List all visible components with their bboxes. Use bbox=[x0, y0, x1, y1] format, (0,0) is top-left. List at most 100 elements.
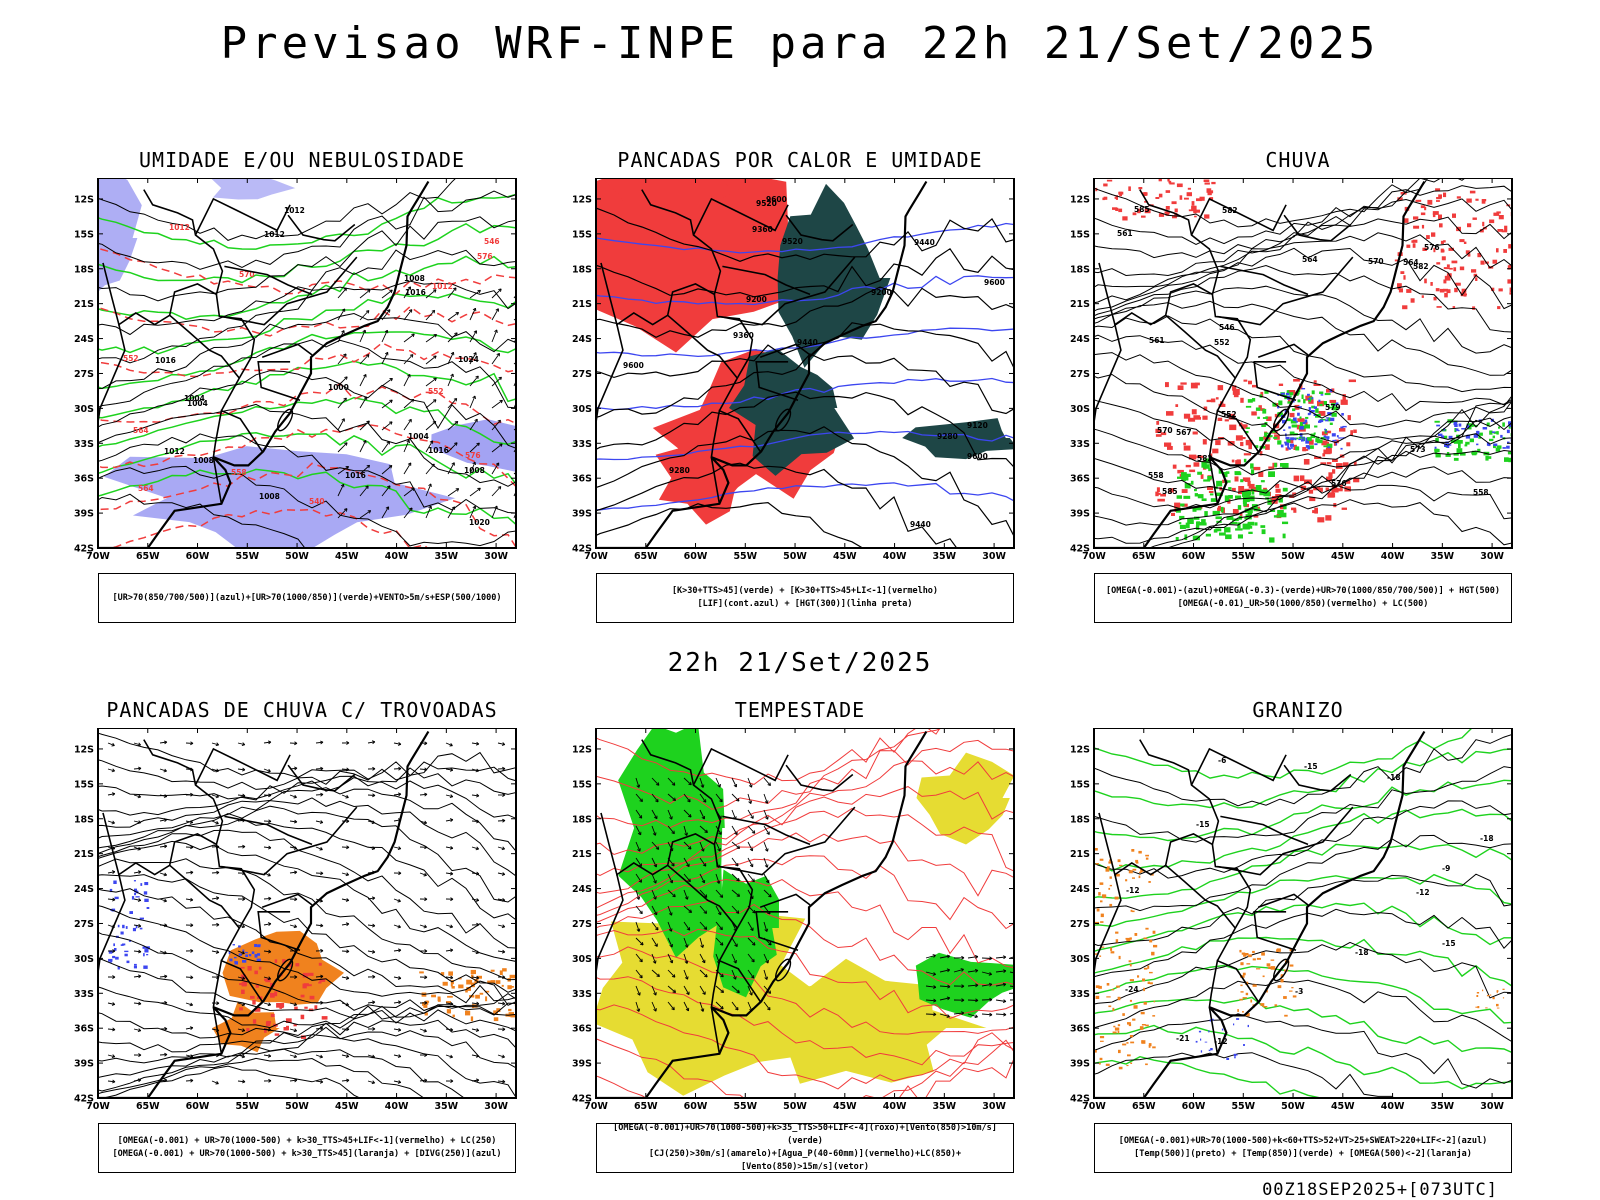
streamline-arrow bbox=[341, 898, 349, 901]
wind-vector-head bbox=[961, 998, 965, 1003]
wind-vector-head bbox=[477, 487, 481, 492]
shaded-speck bbox=[1465, 441, 1470, 445]
contour-label: 9200 bbox=[746, 295, 767, 304]
shaded-speck bbox=[240, 966, 245, 969]
shaded-speck bbox=[1272, 402, 1277, 407]
shaded-speck bbox=[1309, 439, 1314, 445]
shaded-speck bbox=[239, 1007, 243, 1011]
shaded-speck bbox=[1194, 215, 1197, 218]
shaded-speck bbox=[1331, 487, 1339, 493]
shaded-speck bbox=[1106, 179, 1113, 182]
wind-vector bbox=[403, 507, 413, 519]
wind-vector-head bbox=[655, 926, 659, 931]
contour-line bbox=[596, 946, 1014, 1035]
shaded-speck bbox=[1476, 443, 1479, 446]
shaded-speck bbox=[1411, 240, 1415, 243]
shaded-speck bbox=[1327, 417, 1331, 422]
contour-line bbox=[1094, 908, 1512, 978]
shaded-speck bbox=[1315, 436, 1319, 439]
shaded-speck bbox=[1280, 979, 1284, 983]
wind-vector bbox=[731, 873, 740, 882]
shaded-speck bbox=[142, 946, 146, 949]
shaded-speck bbox=[458, 977, 462, 980]
wind-vector bbox=[925, 985, 936, 988]
streamline-arrow bbox=[237, 742, 245, 746]
shaded-speck bbox=[510, 1014, 516, 1018]
wind-vector-head bbox=[933, 998, 937, 1003]
streamline-arrow bbox=[289, 794, 297, 798]
streamline-arrow-head bbox=[476, 871, 480, 876]
streamline-arrow-head bbox=[346, 741, 350, 745]
shaded-speck bbox=[1141, 1040, 1146, 1044]
streamline-arrow-head bbox=[241, 742, 246, 747]
shaded-speck bbox=[1245, 525, 1249, 530]
wind-vector bbox=[683, 873, 691, 882]
shaded-speck bbox=[274, 959, 278, 963]
streamline-arrow bbox=[315, 768, 324, 770]
shaded-speck bbox=[1184, 534, 1188, 540]
shaded-speck bbox=[1476, 992, 1480, 994]
political-border bbox=[1190, 197, 1287, 236]
streamline-arrow-head bbox=[163, 1078, 168, 1083]
contour-line bbox=[98, 468, 516, 526]
political-border bbox=[287, 764, 356, 792]
contour-label: -9 bbox=[1442, 864, 1450, 873]
wind-vector-head bbox=[974, 1014, 978, 1019]
lon-tick-label: 45W bbox=[833, 551, 857, 562]
shaded-speck bbox=[1490, 994, 1492, 996]
contour-label: 558 bbox=[231, 468, 247, 477]
streamline-arrow-head bbox=[268, 1027, 272, 1032]
shaded-speck bbox=[431, 994, 436, 998]
shaded-speck bbox=[1305, 437, 1308, 442]
shaded-speck bbox=[1331, 433, 1336, 437]
shaded-speck bbox=[1244, 516, 1252, 520]
wind-vector bbox=[747, 953, 755, 963]
shaded-speck bbox=[1491, 287, 1495, 291]
streamline-arrow bbox=[133, 794, 141, 798]
streamline-arrow-head bbox=[111, 870, 116, 875]
contour-line bbox=[98, 777, 516, 819]
wind-vector bbox=[763, 777, 771, 786]
streamline-arrow-head bbox=[268, 949, 272, 954]
wind-vector-head bbox=[669, 816, 673, 820]
streamline-arrow bbox=[393, 1028, 401, 1031]
shaded-speck bbox=[144, 949, 149, 953]
shaded-speck bbox=[135, 896, 140, 898]
shaded-speck bbox=[1290, 420, 1297, 424]
shaded-speck bbox=[1115, 939, 1119, 943]
wind-vector-head bbox=[454, 332, 458, 336]
streamline-arrow-head bbox=[268, 896, 272, 901]
shaded-speck bbox=[1326, 476, 1333, 482]
wind-vector-head bbox=[734, 831, 738, 835]
shaded-speck bbox=[1287, 390, 1296, 394]
shaded-speck bbox=[1217, 417, 1223, 421]
shaded-speck bbox=[1208, 1030, 1210, 1033]
wind-vector bbox=[967, 984, 979, 987]
wind-vector bbox=[699, 985, 706, 995]
shaded-speck bbox=[1498, 215, 1504, 220]
streamline-arrow-head bbox=[424, 975, 428, 980]
streamline-arrow-head bbox=[137, 1078, 142, 1083]
shaded-speck bbox=[1504, 225, 1508, 231]
shaded-area bbox=[655, 441, 757, 525]
streamline-arrow bbox=[263, 950, 271, 953]
streamline-arrow bbox=[393, 1080, 401, 1083]
streamline-arrow bbox=[419, 820, 427, 824]
contour-label: 540 bbox=[309, 497, 325, 506]
shaded-speck bbox=[437, 996, 441, 1002]
shaded-speck bbox=[1276, 948, 1281, 952]
contour-line bbox=[596, 878, 1014, 969]
political-border bbox=[641, 739, 722, 845]
wind-vector bbox=[447, 287, 457, 299]
wind-vector-head bbox=[1002, 982, 1007, 987]
streamline-arrow-head bbox=[138, 974, 142, 979]
wind-vector bbox=[667, 985, 676, 993]
streamline-arrow bbox=[445, 924, 453, 928]
shaded-speck bbox=[1145, 927, 1149, 930]
lat-tick-label: 36S bbox=[1070, 1024, 1090, 1035]
wind-vector-head bbox=[363, 440, 367, 444]
political-border bbox=[600, 812, 754, 962]
shaded-speck bbox=[1244, 953, 1249, 956]
shaded-speck bbox=[1327, 437, 1329, 441]
contour-label: 1008 bbox=[404, 274, 425, 283]
